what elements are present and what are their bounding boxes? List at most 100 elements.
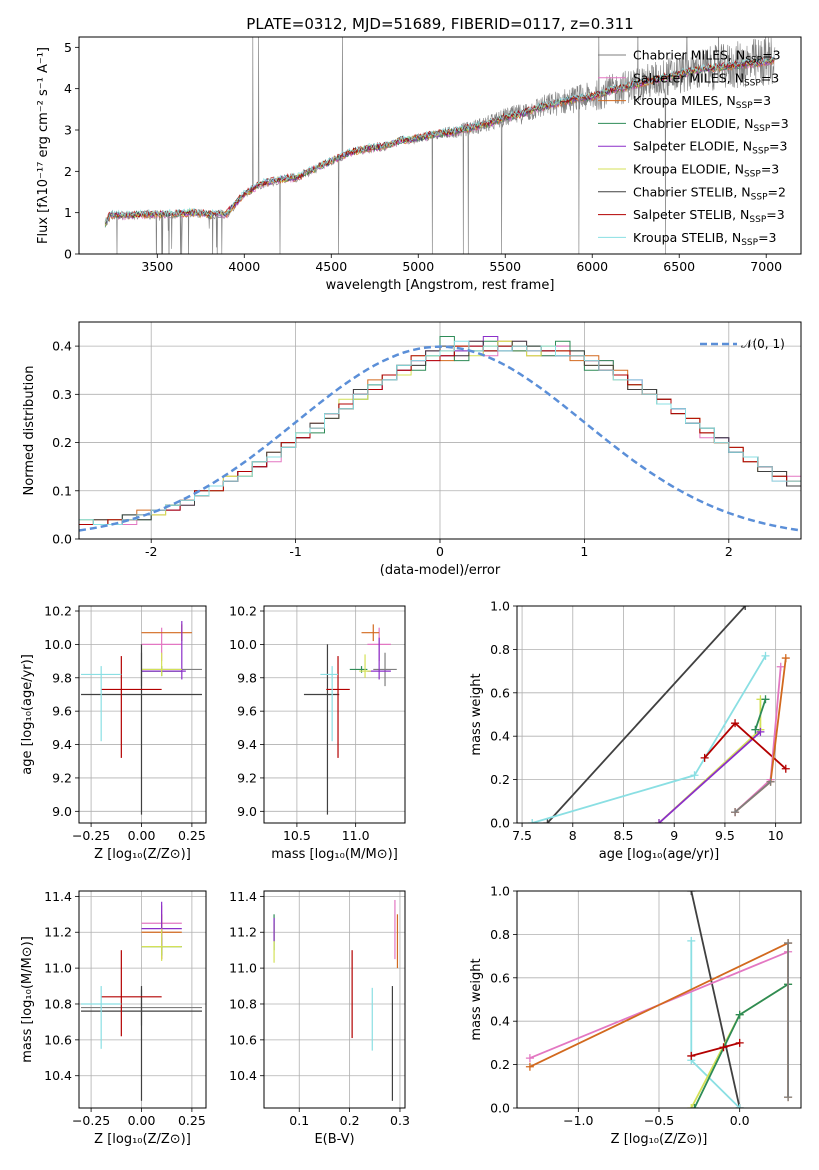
x-tick-label: 0.25: [178, 828, 206, 843]
y-tick-label: 9.0: [237, 804, 257, 819]
mass-weight-marker: [766, 777, 775, 786]
mass-weight-marker: [735, 1010, 744, 1019]
x-tick-label: −0.5: [644, 1113, 674, 1128]
y-tick-label: 0.3: [52, 387, 72, 402]
x-tick-label: 7.5: [512, 828, 532, 843]
age-vs-mass-plot: 10.5 11.0 9.0 9.2 9.4 9.6 9.8 10.0 10.2 mass [log…: [229, 604, 406, 862]
axes-frame: [78, 605, 207, 824]
x-axis-label: (data-model)/error: [380, 563, 501, 578]
x-tick-label: 10.5: [283, 828, 311, 843]
plot-area: [79, 336, 801, 532]
mass-weight-line: [734, 781, 772, 813]
axes-frame: [516, 890, 802, 1109]
y-tick-label: 10.4: [229, 1068, 257, 1083]
spectrum-legend: Chabrier MILES, NSSP=3 Salpeter MILES, NS…: [598, 48, 789, 248]
x-tick-label: 0.00: [128, 828, 156, 843]
y-tick-label: 4: [64, 81, 72, 96]
y-tick-label: 5: [64, 40, 72, 55]
y-tick-label: 1.0: [490, 884, 510, 899]
y-tick-label: 10.8: [229, 996, 257, 1011]
y-tick-label: 10.8: [44, 996, 72, 1011]
age-vs-metallicity-plot: −0.25 0.00 0.25 9.0 9.2 9.4 9.6 9.8 10.0 10.2 Z [l…: [20, 604, 207, 862]
residuals-legend: 𝒩(0, 1): [700, 337, 785, 351]
mass-weight-marker: [687, 1104, 696, 1108]
mass-weight-marker: [687, 891, 696, 895]
y-tick-label: 11.0: [229, 961, 257, 976]
figure-title: PLATE=0312, MJD=51689, FIBERID=0117, z=0…: [246, 15, 633, 33]
y-tick-label: 9.0: [52, 804, 72, 819]
legend-label: Chabrier STELIB, NSSP=2: [633, 184, 786, 202]
axes-frame: [516, 605, 802, 824]
y-tick-label: 9.8: [52, 670, 72, 685]
model-spectrum-line: [104, 56, 775, 224]
axes-frame: [78, 890, 207, 1109]
y-tick-label: 1: [64, 205, 72, 220]
axes-frame: [78, 36, 802, 255]
plot-area: [104, 37, 776, 254]
x-tick-label: 0.25: [178, 1113, 206, 1128]
massweight-vs-age-plot: 7.5 8 8.5 9 9.5 10 0.0 0.2 0.4 0.6 0.8 1.0 age [log₁…: [469, 599, 802, 862]
y-tick-label: 0.2: [490, 772, 510, 787]
mass-weight-line: [546, 606, 746, 823]
y-tick-label: 0.8: [490, 927, 510, 942]
legend-label: Salpeter ELODIE, NSSP=3: [633, 139, 787, 157]
mass-weight-marker: [525, 1054, 534, 1063]
legend-label: Salpeter STELIB, NSSP=3: [633, 207, 785, 225]
y-tick-label: 0.8: [490, 642, 510, 657]
mass-weight-marker: [756, 727, 765, 736]
x-tick-label: 7000: [750, 259, 782, 274]
x-tick-label: 10: [768, 828, 784, 843]
x-axis-label: Z [log₁₀(Z/Z⊙)]: [94, 1132, 191, 1147]
x-axis-label: age [log₁₀(age/yr)]: [599, 847, 720, 862]
mass-weight-marker: [731, 719, 740, 728]
axes-frame: [263, 890, 406, 1109]
legend-label: Kroupa MILES, NSSP=3: [633, 93, 771, 111]
y-tick-label: 0.4: [490, 729, 510, 744]
y-tick-label: 9.6: [52, 704, 72, 719]
mass-weight-marker: [528, 819, 537, 823]
x-axis-label: E(B-V): [314, 1132, 354, 1147]
x-tick-label: 9.5: [715, 828, 735, 843]
mass-weight-marker: [690, 771, 699, 780]
x-tick-label: −0.25: [72, 1113, 110, 1128]
x-axis-label: Z [log₁₀(Z/Z⊙)]: [94, 847, 191, 862]
plot-area: [525, 891, 793, 1108]
y-tick-label: 0: [64, 247, 72, 262]
x-tick-label: 11.0: [342, 828, 370, 843]
x-tick-label: 4500: [315, 259, 347, 274]
mass-weight-marker: [525, 1062, 534, 1071]
x-axis-label: Z [log₁₀(Z/Z⊙)]: [611, 1132, 708, 1147]
y-tick-label: 11.2: [44, 925, 72, 940]
y-axis-label: mass weight: [469, 958, 484, 1040]
mass-weight-marker: [655, 819, 663, 823]
mass-weight-marker: [761, 695, 770, 704]
y-axis-label: mass [log₁₀(M/M⊙)]: [20, 936, 35, 1063]
x-axis-label: wavelength [Angstrom, rest frame]: [326, 278, 555, 293]
mass-weight-marker: [719, 1043, 728, 1052]
plot-area: [528, 606, 790, 823]
x-tick-label: 9: [670, 828, 678, 843]
mass-weight-marker: [751, 725, 760, 734]
y-tick-label: 11.2: [229, 925, 257, 940]
x-tick-label: 0: [436, 544, 444, 559]
model-spectrum-line: [104, 57, 775, 224]
y-tick-label: 1.0: [490, 599, 510, 614]
mass-weight-marker: [781, 764, 790, 773]
mass-weight-marker: [700, 753, 709, 762]
mass-weight-marker: [784, 1093, 793, 1102]
x-tick-label: 1: [580, 544, 588, 559]
y-tick-label: 9.6: [237, 704, 257, 719]
x-tick-label: 6500: [663, 259, 695, 274]
mass-weight-marker: [731, 808, 740, 817]
x-tick-label: 8.5: [614, 828, 634, 843]
y-tick-label: 10.4: [44, 1068, 72, 1083]
plot-area: [81, 901, 202, 1101]
x-tick-label: -2: [145, 544, 157, 559]
x-tick-label: 0.3: [390, 1113, 410, 1128]
plot-area: [303, 624, 397, 815]
mass-weight-marker: [784, 939, 793, 948]
y-axis-label: age [log₁₀(age/yr)]: [20, 654, 35, 775]
x-tick-label: -1: [289, 544, 301, 559]
mass-weight-marker: [690, 1104, 699, 1108]
mass-vs-metallicity-plot: −0.25 0.00 0.25 10.4 10.6 10.8 11.0 11.2 11.4 Z […: [20, 889, 207, 1147]
